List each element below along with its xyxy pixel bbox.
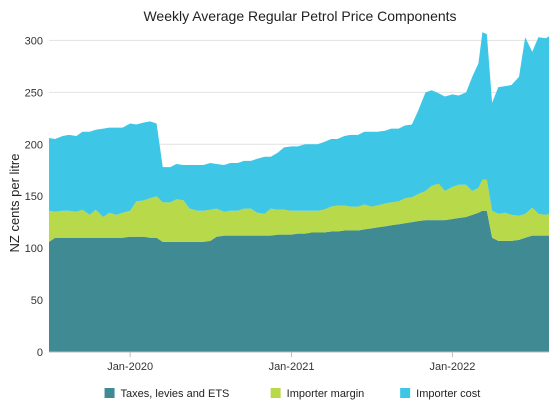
area-series-3[interactable] (49, 32, 549, 217)
area-series-1[interactable] (49, 210, 549, 352)
axes: 0 50 100 150 200 250 300 Jan-2020 Jan-2021 Jan-20… (25, 35, 549, 373)
y-tick-label: 200 (25, 139, 43, 151)
legend-label: Importer margin (287, 388, 365, 400)
area-series-group (49, 32, 549, 352)
y-tick-label: 100 (25, 243, 43, 255)
legend-label: Taxes, levies and ETS (121, 388, 230, 400)
legend-item-2[interactable]: Importer margin (270, 388, 365, 400)
y-tick-label: 0 (37, 347, 43, 359)
legend-item-1[interactable]: Taxes, levies and ETS (104, 388, 230, 400)
chart-title: Weekly Average Regular Petrol Price Comp… (143, 8, 456, 24)
x-tick-label: Jan-2021 (269, 361, 315, 373)
legend-swatch (104, 388, 115, 398)
legend-swatch (400, 388, 411, 398)
legend-label: Importer cost (416, 388, 480, 400)
y-axis-title: NZ cents per litre (7, 154, 22, 253)
y-tick-label: 250 (25, 87, 43, 99)
y-tick-label: 50 (31, 295, 43, 307)
legend-item-3[interactable]: Importer cost (400, 388, 480, 400)
area-series-2[interactable] (49, 179, 549, 242)
x-tick-label: Jan-2022 (430, 361, 476, 373)
y-tick-label: 150 (25, 191, 43, 203)
legend[interactable]: Taxes, levies and ETS Importer margin Impo… (104, 388, 481, 400)
x-tick-label: Jan-2020 (107, 361, 153, 373)
y-tick-label: 300 (25, 35, 43, 47)
legend-swatch (270, 388, 281, 398)
